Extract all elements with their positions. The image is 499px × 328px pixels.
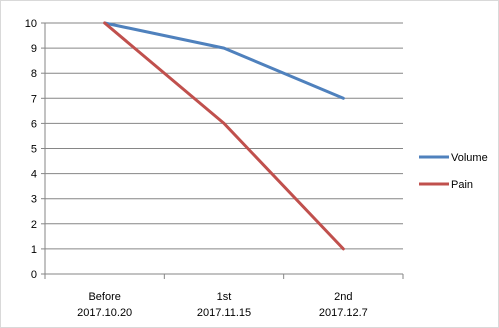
x-axis-tick-labels: Before 2017.10.20 1st 2017.11.15 2nd 2017.12.… [77, 291, 368, 319]
y-tick-label: 10 [25, 18, 37, 30]
series-line-pain [103, 21, 345, 251]
y-tick-label: 0 [31, 269, 37, 281]
legend-label-pain: Pain [451, 179, 473, 191]
y-tick-label: 3 [31, 194, 37, 206]
y-tick-label: 2 [31, 219, 37, 231]
x-tick-label: 2nd [334, 291, 352, 303]
x-tick-label: 2017.12.7 [319, 307, 368, 319]
series-lines [103, 21, 345, 251]
gridlines [45, 22, 403, 250]
x-tick-label: 2017.10.20 [77, 307, 132, 319]
y-tick-label: 9 [31, 43, 37, 55]
y-axis-tick-labels: 0 1 2 3 4 5 6 7 8 9 10 [25, 18, 37, 281]
y-tick-label: 4 [31, 169, 37, 181]
y-tick-label: 7 [31, 93, 37, 105]
axes [41, 22, 404, 279]
y-tick-label: 1 [31, 244, 37, 256]
x-tick-label: 2017.11.15 [197, 307, 251, 319]
legend: Volume Pain [419, 152, 488, 191]
x-tick-label: Before [88, 291, 120, 303]
series-line-volume [103, 21, 345, 100]
y-tick-label: 8 [31, 68, 37, 80]
y-tick-label: 5 [31, 144, 37, 156]
y-tick-label: 6 [31, 118, 37, 130]
x-tick-label: 1st [217, 291, 232, 303]
legend-label-volume: Volume [451, 152, 488, 164]
